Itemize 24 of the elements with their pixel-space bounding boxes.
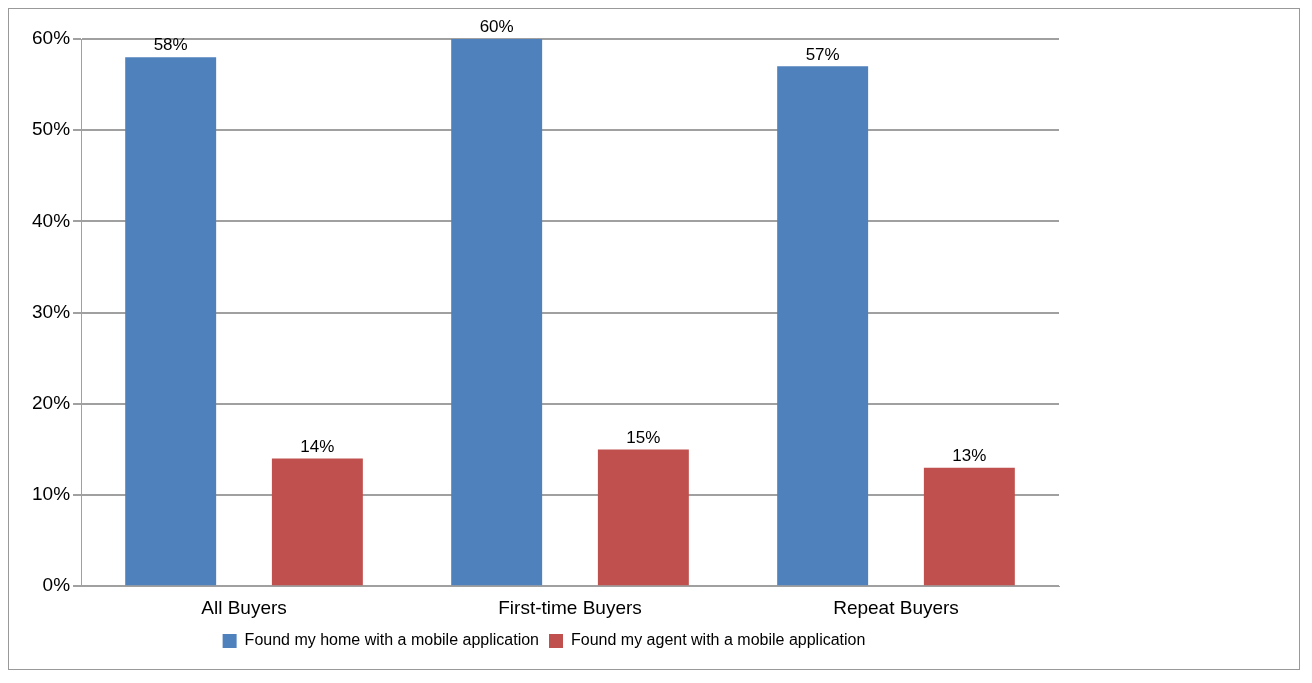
data-label: 15% — [626, 427, 661, 447]
data-label: 14% — [300, 436, 335, 456]
legend-label: Found my agent with a mobile application — [570, 631, 866, 649]
data-label: 13% — [952, 445, 987, 465]
data-label: 58% — [153, 35, 188, 55]
y-tick-label: 50% — [32, 118, 71, 140]
bar — [125, 57, 217, 586]
x-tick-label: Repeat Buyers — [833, 596, 959, 618]
bar — [597, 449, 689, 586]
y-tick-label: 10% — [32, 483, 71, 505]
legend-label: Found my home with a mobile application — [244, 631, 539, 649]
y-tick-label: 60% — [32, 27, 71, 49]
bar — [271, 458, 363, 586]
bar — [777, 66, 869, 586]
y-tick-label: 0% — [42, 574, 71, 596]
bar — [923, 467, 1015, 586]
y-tick-label: 30% — [32, 300, 71, 322]
data-label: 57% — [805, 44, 840, 64]
y-tick-label: 20% — [32, 392, 71, 414]
x-tick-label: First-time Buyers — [498, 596, 642, 618]
bar — [451, 39, 543, 586]
x-tick-label: All Buyers — [201, 596, 287, 618]
data-label: 60% — [479, 17, 514, 37]
y-tick-label: 40% — [32, 209, 71, 231]
